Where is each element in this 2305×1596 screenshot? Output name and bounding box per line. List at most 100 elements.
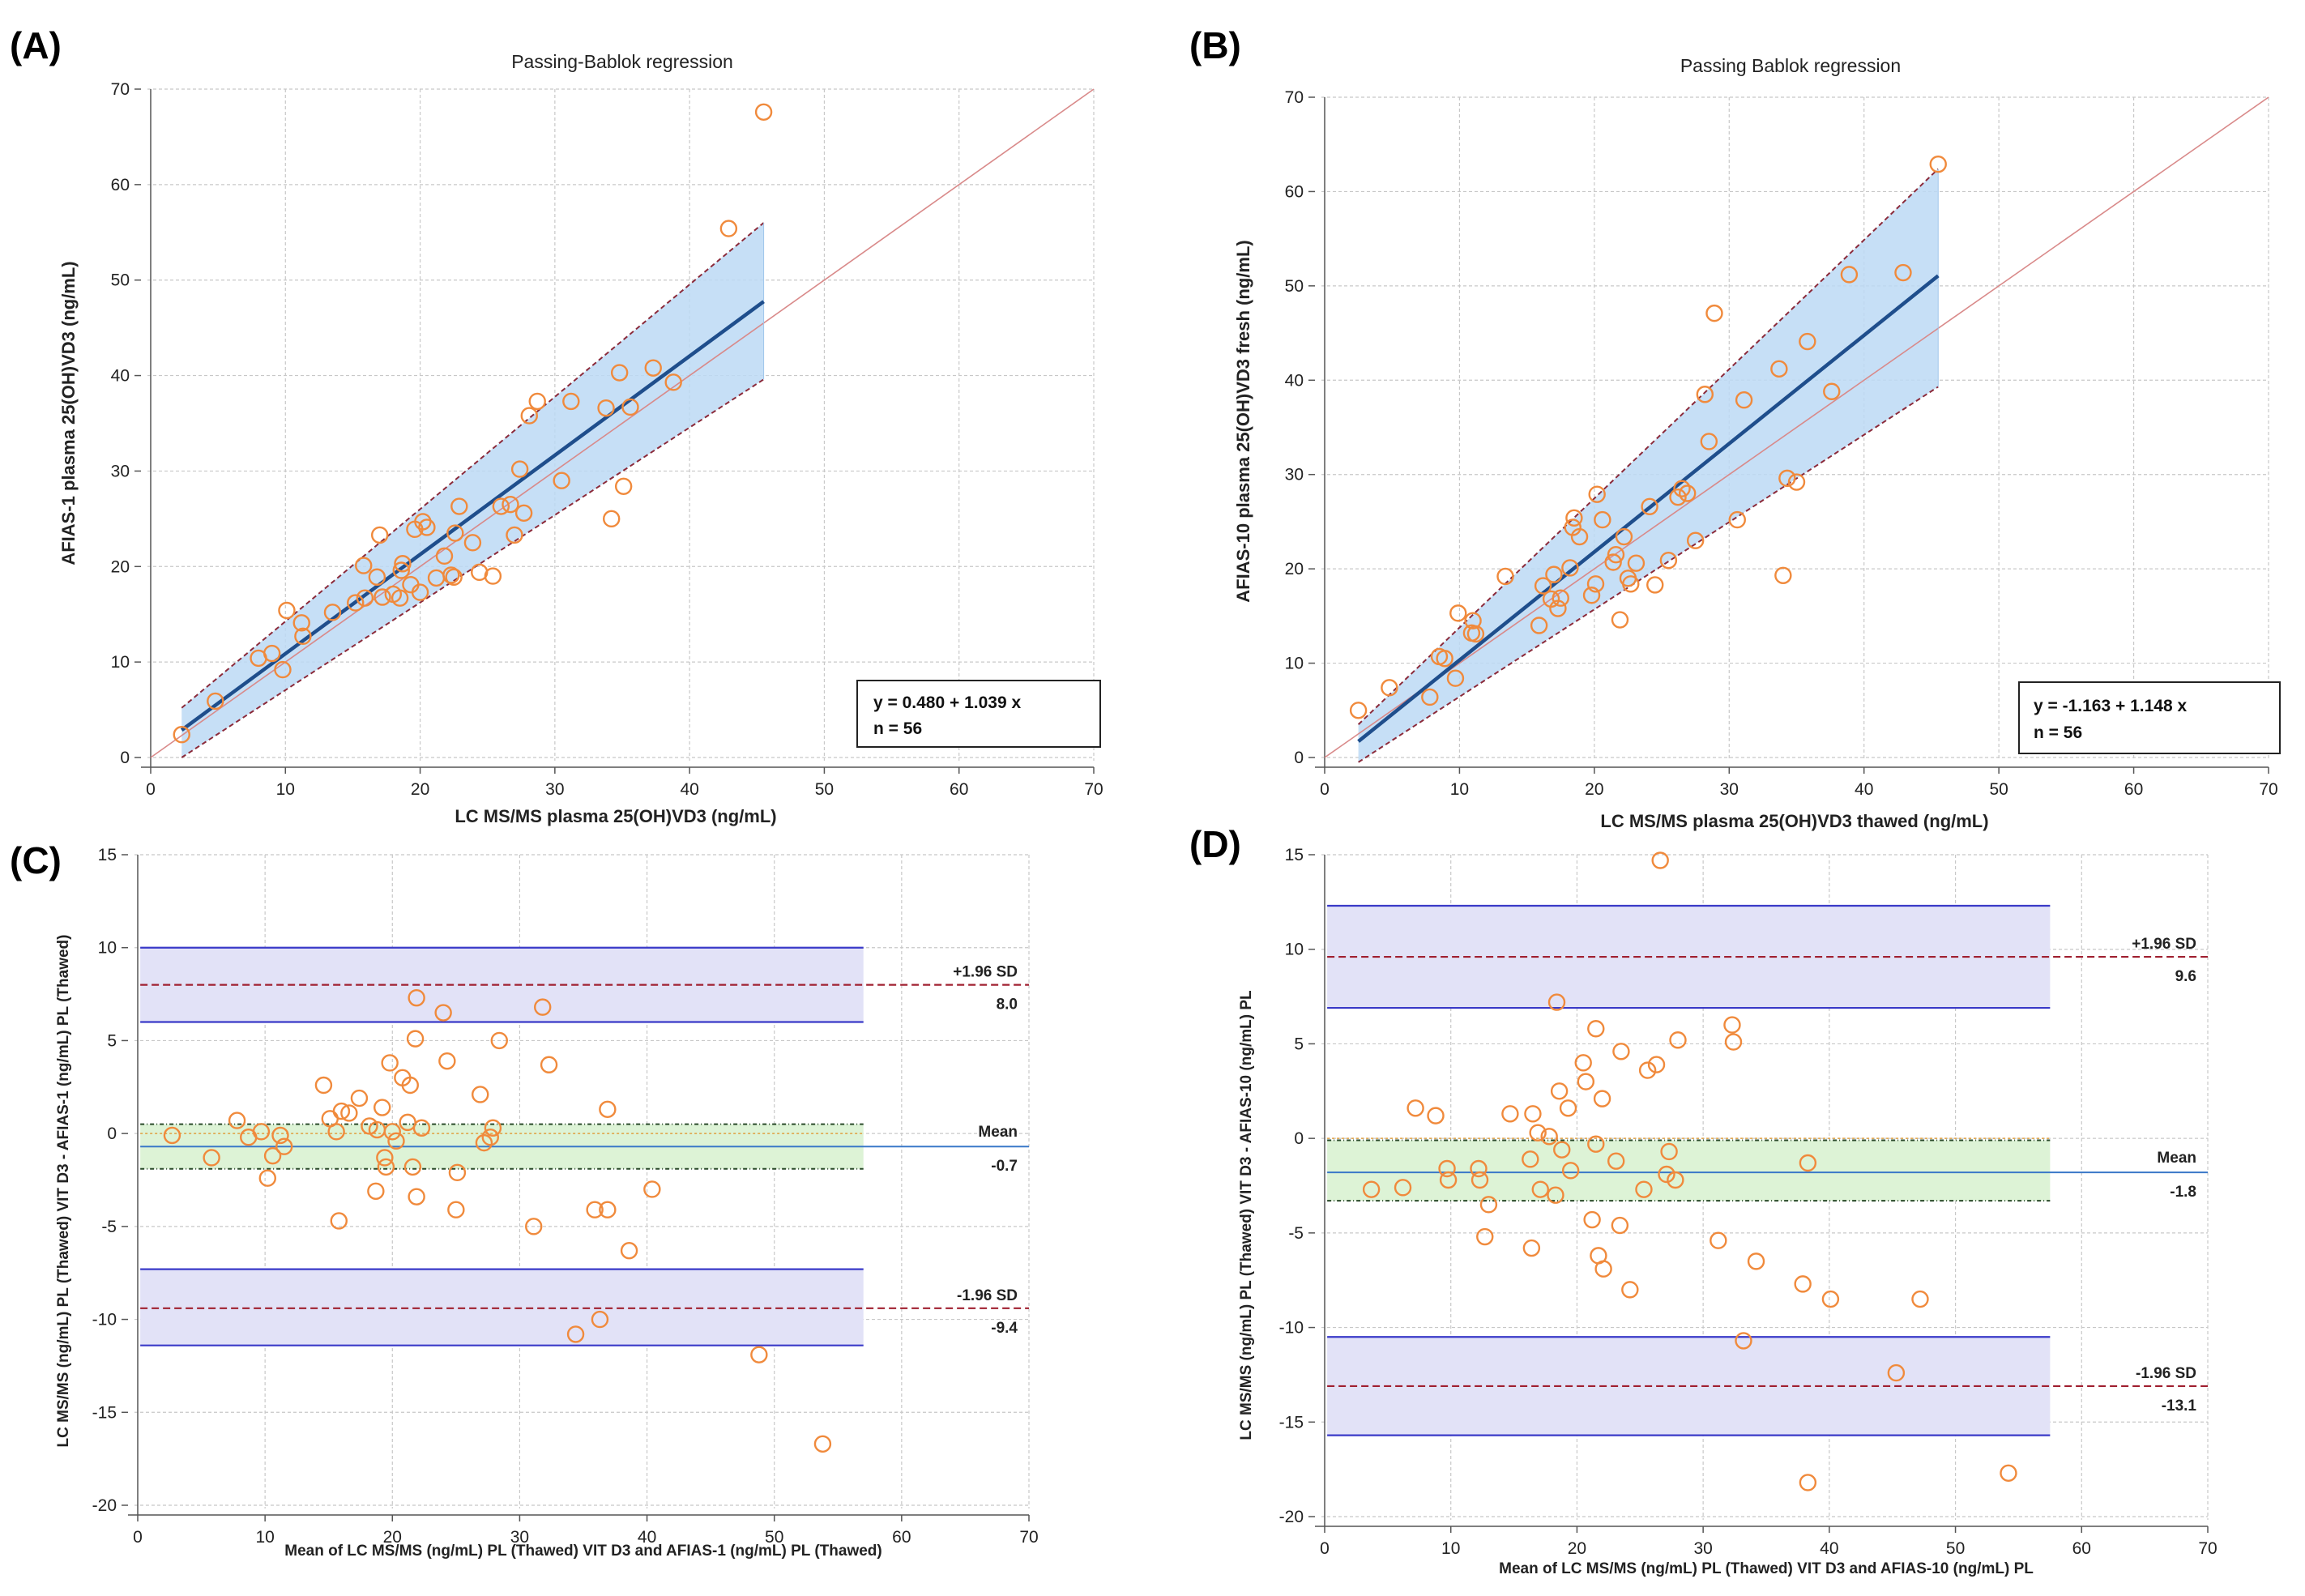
panel-c-data-point [367, 1182, 385, 1200]
panel-b-data-point [1622, 575, 1640, 593]
panel-b-data-point [1604, 553, 1622, 571]
panel-a-data-point [446, 524, 464, 542]
panel-d-data-point [1638, 1061, 1657, 1079]
panel-d-plot-area: 0 10 20 30 40 50 60 70 -20 -15 -10 -5 0 5 10 15 +1.96 SD… [1279, 846, 2217, 1558]
panel-c-data-point [447, 1201, 465, 1218]
panel-b-data-point [1774, 566, 1792, 584]
panel-b-data-point [1686, 531, 1705, 549]
panel-a-data-point [278, 601, 296, 620]
panel-c-x-tick-label: 60 [892, 1528, 911, 1547]
panel-a-y-tick-label: 10 [111, 653, 130, 672]
panel-a-upper-ci-line [181, 222, 765, 709]
panel-a-data-point [484, 567, 502, 585]
panel-a-data-point [263, 644, 281, 663]
panel-b-data-point [1436, 650, 1453, 668]
panel-c-data-point [540, 1056, 558, 1073]
panel-a-data-point [506, 526, 523, 544]
panel-c-data-point [381, 1054, 399, 1072]
panel-d-data-point [1611, 1216, 1629, 1235]
panel-d-data-point [1723, 1016, 1741, 1034]
panel-a-data-point [391, 589, 409, 607]
panel-d-data-point [1427, 1107, 1445, 1124]
panel-a-data-point [719, 220, 738, 237]
panel-c-data-point [490, 1031, 508, 1050]
panel-a-data-point [418, 518, 436, 536]
panel-a-y-tick-label: 30 [111, 462, 130, 480]
panel-d-upper-loa-label: +1.96 SD [2132, 936, 2196, 953]
panel-b-regression-plot: (B) Passing Bablok regression 0 10 20 30 40 5… [1189, 24, 2281, 831]
panel-b-data-point [1705, 304, 1723, 322]
panel-a-data-point [610, 364, 629, 382]
panel-b-equation-box: y = -1.163 + 1.148 x n = 56 [2018, 681, 2281, 754]
panel-b-data-point [1561, 559, 1579, 577]
panel-d-data-point [1476, 1227, 1494, 1246]
panel-b-data-point [1466, 625, 1485, 643]
panel-c-data-point [750, 1346, 768, 1363]
panel-d-data-point [1531, 1180, 1549, 1198]
panel-d-data-point [1612, 1043, 1630, 1060]
panel-c-data-point [203, 1149, 220, 1167]
panel-d-data-point [1799, 1474, 1817, 1491]
panel-d-y-tick-label: 15 [1285, 846, 1304, 864]
panel-c-data-point [448, 1163, 467, 1182]
panel-b-data-point [1615, 527, 1633, 546]
panel-d-data-point [1647, 1056, 1666, 1073]
panel-c-bland-altman-plot: (C) 0 10 20 30 40 50 60 70 -20 -15 -10 -5 0 5 10 15 +1.9… [10, 839, 1039, 1560]
panel-d-data-point [1799, 1154, 1817, 1172]
panel-d-data-point [2000, 1464, 2017, 1483]
panel-c-x-tick-label: 70 [1019, 1528, 1038, 1547]
panel-b-data-point [1696, 386, 1714, 403]
panel-c-data-point [271, 1126, 289, 1145]
panel-c-data-point [599, 1201, 617, 1218]
panel-a-y-tick-label: 60 [111, 176, 130, 194]
panel-c-data-point [275, 1137, 293, 1155]
panel-a-equation: y = 0.480 + 1.039 x [873, 693, 1021, 712]
panel-a-x-tick-label: 30 [545, 780, 564, 799]
panel-c-data-point [330, 1212, 348, 1230]
panel-b-upper-ci-line [1357, 168, 1939, 725]
panel-c-data-point [620, 1241, 638, 1260]
panel-a-data-point [442, 566, 460, 584]
panel-b-confidence-band [1358, 169, 1939, 762]
panel-a-data-point [323, 604, 342, 621]
panel-c-data-point [252, 1123, 271, 1141]
panel-a-data-point [644, 359, 662, 377]
panel-a-y-axis-label: AFIAS-1 plasma 25(OH)VD3 (ng/mL) [58, 261, 79, 565]
panel-a-data-point [294, 627, 312, 646]
panel-c-data-point [408, 1188, 425, 1206]
panel-a-y-tick-label: 40 [111, 367, 130, 386]
panel-a-n: n = 56 [873, 719, 922, 738]
panel-b-identity-line-overlay [1358, 327, 1939, 735]
panel-d-data-point [1394, 1179, 1412, 1197]
panel-b-lower-ci-line [1358, 386, 1939, 763]
panel-a-x-tick-label: 40 [680, 780, 698, 799]
panel-c-mean-label: Mean [978, 1124, 1018, 1141]
panel-c-data-point [438, 1052, 456, 1070]
panel-b-y-axis-label: AFIAS-10 plasma 25(OH)VD3 fresh (ng/mL) [1233, 240, 1253, 602]
panel-d-data-point [1651, 851, 1669, 869]
panel-b-data-point [1787, 473, 1806, 491]
panel-c-data-point [401, 1076, 419, 1095]
panel-a-title: Passing-Bablok regression [511, 51, 733, 72]
panel-c-lower-loa-band [140, 1269, 864, 1346]
panel-d-data-point [1667, 1171, 1684, 1189]
panel-b-x-tick-label: 50 [1989, 780, 2008, 799]
panel-d-y-tick-label: 10 [1285, 941, 1304, 959]
panel-d-data-point [1821, 1290, 1840, 1308]
panel-c-x-tick-label: 20 [383, 1528, 402, 1547]
panel-a-regression-line [180, 300, 765, 732]
panel-a-y-tick-label: 20 [111, 557, 130, 576]
panel-a-data-point [370, 526, 389, 544]
panel-d-data-point [1524, 1105, 1542, 1123]
panel-a-x-tick-label: 70 [1084, 780, 1103, 799]
panel-d-data-point [1660, 1142, 1678, 1161]
panel-a-x-tick-label: 20 [411, 780, 429, 799]
panel-c-data-point [350, 1089, 369, 1107]
panel-c-x-tick-label: 30 [510, 1528, 529, 1547]
panel-d-data-point [1470, 1159, 1488, 1178]
panel-b-data-point [1646, 576, 1664, 594]
panel-c-x-tick-label: 40 [638, 1528, 656, 1547]
panel-d-data-point [1607, 1152, 1625, 1170]
panel-a-data-point [435, 547, 454, 565]
